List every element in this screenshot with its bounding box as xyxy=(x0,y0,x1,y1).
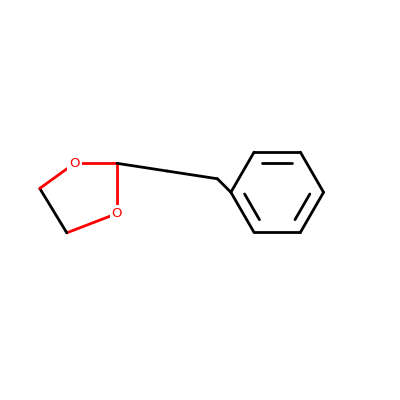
Text: O: O xyxy=(112,207,122,220)
Text: O: O xyxy=(69,157,80,170)
